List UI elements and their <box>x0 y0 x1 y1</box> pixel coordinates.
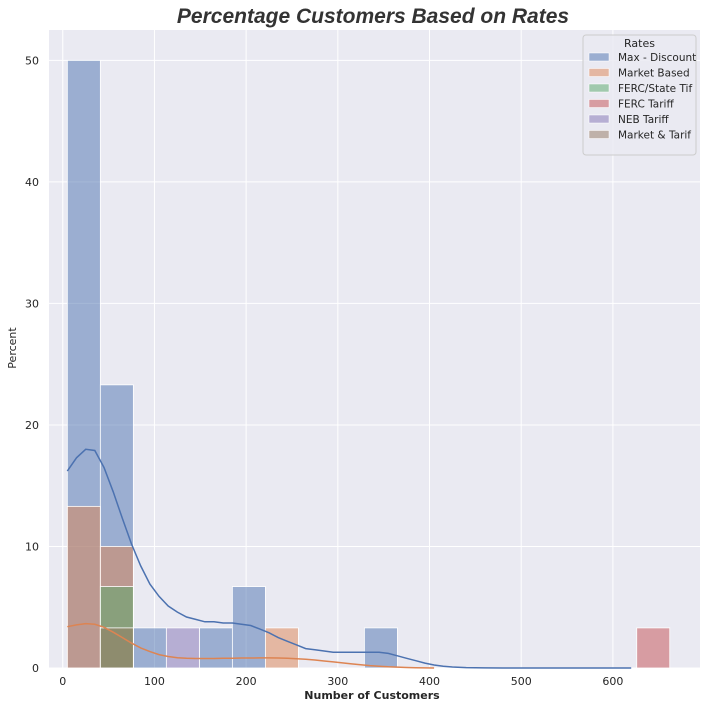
x-tick-label: 500 <box>511 675 532 688</box>
legend-swatch <box>588 114 610 124</box>
x-tick-label: 100 <box>144 675 165 688</box>
y-axis-label: Percent <box>6 327 19 369</box>
legend-label: FERC/State Tif <box>618 83 692 95</box>
legend-swatch <box>588 68 610 77</box>
legend-swatch <box>588 130 610 139</box>
kde-line-market-based <box>67 622 435 669</box>
legend-label: Max - Discount <box>618 52 696 64</box>
y-axis-ticks: 0 10 20 30 40 50 <box>25 54 39 675</box>
legend-swatch <box>588 52 610 62</box>
legend-label: Market & Tarif <box>618 130 691 142</box>
legend-frame <box>582 34 697 156</box>
legend-label: Market Based <box>618 68 690 80</box>
kde-curves <box>66 448 632 669</box>
bar-max-discount <box>132 627 167 669</box>
x-tick-label: 400 <box>419 675 440 688</box>
legend-title: Rates <box>624 37 655 50</box>
x-tick-label: 300 <box>327 675 348 688</box>
x-tick-label: 200 <box>236 675 257 688</box>
legend: Rates Max - Discount Market Based FERC/Stat… <box>582 34 697 156</box>
bar-neb-tariff <box>165 627 200 669</box>
y-tick-label: 10 <box>25 540 39 553</box>
y-tick-label: 0 <box>32 662 39 675</box>
bar-max-discount <box>364 627 398 669</box>
y-tick-label: 40 <box>25 176 39 189</box>
bar-market-based <box>66 505 101 669</box>
bar-max-discount <box>198 627 233 669</box>
bar-max-discount <box>231 586 266 669</box>
chart-title: Percentage Customers Based on Rates <box>177 5 569 28</box>
x-tick-label: 600 <box>602 675 623 688</box>
x-axis-ticks: 0 100 200 300 400 500 600 <box>59 675 623 688</box>
legend-swatch <box>588 99 610 108</box>
legend-label: FERC Tariff <box>618 99 674 111</box>
bar-ferc-tariff <box>636 627 671 669</box>
y-tick-label: 50 <box>25 54 39 67</box>
histogram-bars <box>66 59 671 669</box>
x-tick-label: 0 <box>59 675 66 688</box>
x-axis-label: Number of Customers <box>304 689 440 702</box>
y-tick-label: 30 <box>25 297 39 310</box>
kde-line-max-discount <box>66 448 632 669</box>
y-tick-label: 20 <box>25 419 39 432</box>
legend-label: NEB Tariff <box>618 114 669 126</box>
legend-swatch <box>588 83 610 93</box>
